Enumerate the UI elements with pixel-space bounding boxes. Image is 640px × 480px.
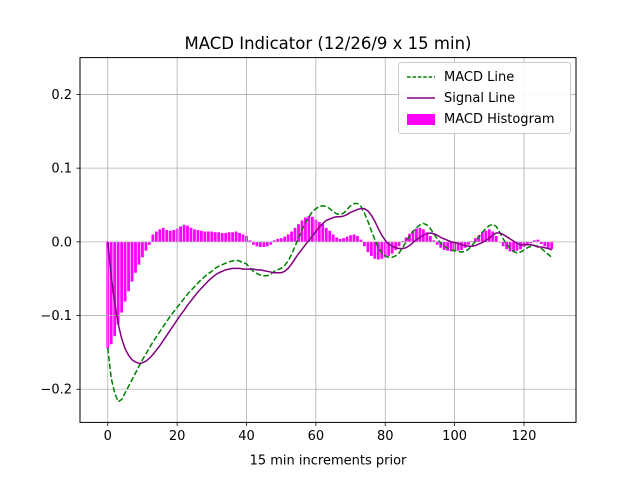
x-tick-label: 120	[512, 429, 537, 444]
y-tick-label: 0.0	[51, 235, 72, 250]
legend-item-macd-line: MACD Line	[406, 68, 563, 86]
x-axis-label: 15 min increments prior	[250, 453, 407, 468]
y-axis: −0.2 −0.1 0.0 0.1 0.2	[40, 88, 80, 398]
y-tick-label: −0.1	[40, 309, 72, 324]
legend: MACD Line Signal Line MACD Histogram	[398, 62, 571, 134]
legend-label-macd-line: MACD Line	[444, 69, 515, 85]
legend-item-macd-histogram: MACD Histogram	[406, 110, 563, 128]
y-tick-label: 0.2	[51, 88, 72, 103]
signal-line-path	[107, 207, 553, 365]
x-tick-label: 40	[238, 429, 255, 444]
axes-frame	[79, 57, 577, 423]
legend-label-macd-histogram: MACD Histogram	[444, 111, 555, 127]
macd-histogram-sample-icon	[407, 114, 435, 125]
legend-label-signal-line: Signal Line	[444, 90, 516, 106]
legend-item-signal-line: Signal Line	[406, 89, 563, 107]
chart-title: MACD Indicator (12/26/9 x 15 min)	[185, 34, 472, 53]
y-tick-label: −0.2	[40, 383, 72, 398]
y-tick-label: 0.1	[51, 162, 72, 177]
x-tick-label: 80	[377, 429, 394, 444]
x-tick-label: 100	[442, 429, 467, 444]
x-tick-label: 0	[104, 429, 112, 444]
macd-line-sample-icon	[407, 76, 435, 78]
x-tick-label: 60	[308, 429, 325, 444]
x-tick-label: 20	[169, 429, 186, 444]
x-axis: 0 20 40 60 80 100 120	[104, 422, 537, 444]
signal-line-sample-icon	[407, 97, 435, 99]
histogram-bars	[106, 216, 554, 349]
macd-line-path	[107, 202, 553, 403]
